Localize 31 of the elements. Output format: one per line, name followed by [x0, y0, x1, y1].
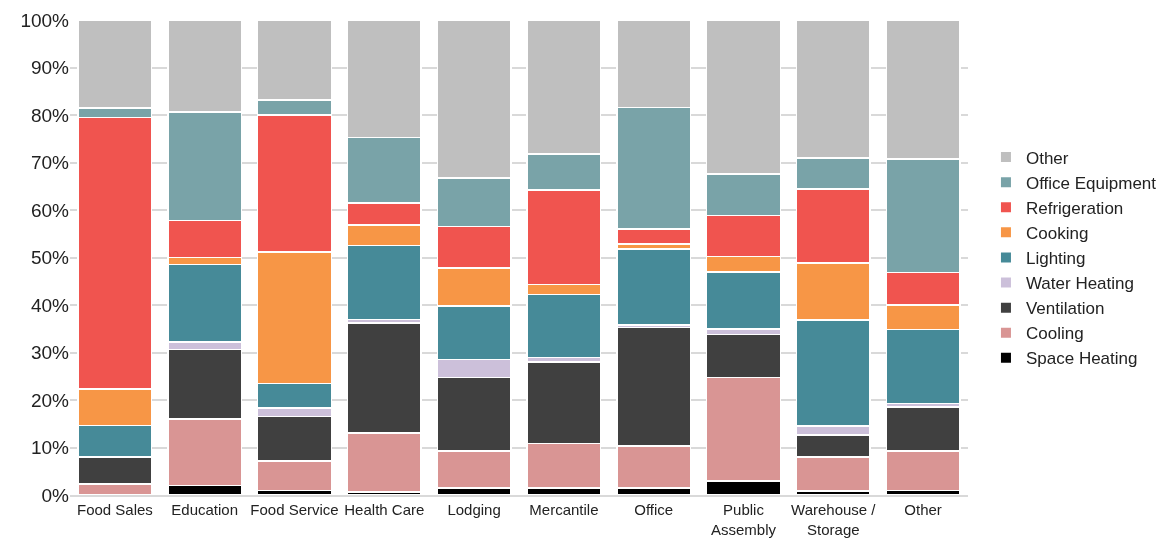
y-tick-label: 70% [30, 152, 70, 174]
legend-label: Space Heating [1025, 349, 1138, 369]
y-tick-label: 0% [41, 484, 70, 506]
y-tick-label: 50% [30, 247, 70, 269]
x-tick-label: Mercantile [529, 501, 599, 518]
x-tick-label: Food Sales [76, 501, 153, 518]
y-tick-label: 80% [30, 104, 70, 126]
legend-label: Office Equipment [1025, 173, 1157, 193]
bar [616, 248, 692, 326]
legend-label: Ventilation [1025, 299, 1105, 319]
x-tick-label: Lodging [447, 501, 501, 518]
legend-label: Lighting [1025, 249, 1086, 269]
x-tick-label: Education [171, 501, 239, 518]
x-tick-label: Public Assembly [710, 501, 777, 538]
legend-label: Cooking [1025, 223, 1089, 243]
y-tick-label: 100% [20, 9, 70, 31]
y-tick-label: 30% [30, 342, 70, 364]
y-tick-label: 40% [30, 294, 70, 316]
legend-label: Cooling [1025, 324, 1084, 344]
legend-label: Other [1025, 148, 1069, 168]
x-tick-label: Other [904, 501, 942, 518]
y-tick-label: 10% [30, 437, 70, 459]
x-tick-label: Health Care [344, 501, 425, 518]
legend-label: Refrigeration [1025, 198, 1124, 218]
x-tick-label: Warehouse / Storage [791, 501, 877, 538]
y-tick-label: 90% [30, 57, 70, 79]
x-tick-label: Office [634, 501, 674, 518]
legend-label: Water Heating [1025, 274, 1134, 294]
y-tick-label: 60% [30, 199, 70, 221]
x-tick-label: Food Service [250, 501, 339, 518]
y-tick-label: 20% [30, 389, 70, 411]
